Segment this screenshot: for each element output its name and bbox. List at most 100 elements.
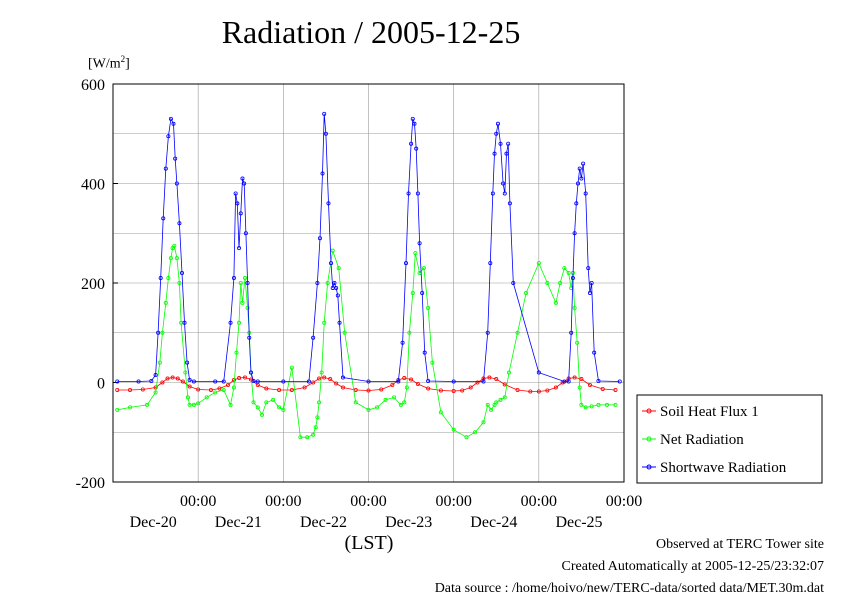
data-point [322, 320, 327, 325]
footer-source: Data source : /home/hoivo/new/TERC-data/… [434, 581, 824, 596]
data-point [322, 375, 327, 380]
data-point [485, 402, 490, 407]
data-point [187, 384, 192, 389]
data-point [485, 330, 490, 335]
data-point [317, 400, 322, 405]
x-tick-date-label: Dec-21 [215, 514, 262, 531]
data-point [115, 379, 120, 384]
data-point [502, 191, 507, 196]
data-point [329, 261, 334, 266]
data-point [240, 300, 245, 305]
data-point [166, 276, 171, 281]
data-point [213, 379, 218, 384]
data-point [237, 246, 242, 251]
y-tick-label: 0 [97, 376, 105, 393]
data-point [255, 379, 260, 384]
data-point [553, 385, 558, 390]
data-point [379, 387, 384, 392]
data-point [570, 276, 575, 281]
data-point [302, 385, 307, 390]
y-axis-unit-label: [W/m2] [88, 54, 130, 72]
data-point [128, 387, 133, 392]
data-point [366, 388, 371, 393]
data-point [403, 261, 408, 266]
x-tick-time-label: 00:00 [180, 493, 216, 510]
data-point [507, 370, 512, 375]
data-point [168, 116, 173, 121]
data-point [600, 386, 605, 391]
data-point [562, 266, 567, 271]
data-point [515, 330, 520, 335]
data-point [149, 379, 154, 384]
data-point [156, 330, 161, 335]
data-point [536, 389, 541, 394]
data-point [243, 375, 248, 380]
data-point [196, 401, 201, 406]
data-point [187, 378, 192, 383]
x-tick-date-label: Dec-20 [130, 514, 177, 531]
series-line [117, 244, 616, 438]
data-point [587, 290, 592, 295]
data-point [165, 376, 170, 381]
data-point [319, 370, 324, 375]
series-line [117, 113, 620, 382]
legend: Soil Heat Flux 1 Net Radiation Shortwave R… [636, 394, 823, 484]
data-point [221, 387, 226, 392]
data-point [204, 395, 209, 400]
data-point [340, 375, 345, 380]
data-point [231, 276, 236, 281]
data-point [507, 201, 512, 206]
data-point [577, 166, 582, 171]
y-tick-label: 400 [81, 177, 105, 194]
data-point [306, 379, 311, 384]
plot-frame [112, 83, 625, 483]
data-point [161, 216, 166, 221]
data-point [410, 116, 415, 121]
data-point [128, 405, 133, 410]
data-point [420, 290, 425, 295]
data-point [566, 379, 571, 384]
data-point [153, 390, 158, 395]
data-point [322, 111, 327, 116]
data-point [415, 381, 420, 386]
data-point [426, 386, 431, 391]
data-point [277, 405, 282, 410]
data-point [323, 131, 328, 136]
x-tick-time-label: 00:00 [350, 493, 386, 510]
data-point [492, 151, 497, 156]
data-point [328, 377, 333, 382]
legend-box [636, 394, 823, 484]
data-point [326, 201, 331, 206]
data-point [613, 387, 618, 392]
data-point [330, 248, 335, 253]
data-point [183, 370, 188, 375]
data-point [281, 407, 286, 412]
x-tick-time-label: 00:00 [265, 493, 301, 510]
legend-marker [646, 436, 652, 442]
data-point [242, 181, 247, 186]
data-point [481, 379, 486, 384]
data-point [596, 379, 601, 384]
data-point [402, 376, 407, 381]
data-point [208, 387, 213, 392]
data-point [460, 388, 465, 393]
data-point [168, 256, 173, 261]
data-point [451, 388, 456, 393]
data-point [315, 415, 320, 420]
data-point [414, 146, 419, 151]
data-point [251, 379, 256, 384]
data-point [237, 320, 242, 325]
data-point [289, 387, 294, 392]
data-point [145, 402, 150, 407]
x-tick-date-label: Dec-25 [555, 514, 602, 531]
data-point [185, 360, 190, 365]
legend-marker [646, 464, 652, 470]
axis-ticks: -200020040060000:00Dec-2000:00Dec-2100:0… [76, 77, 643, 531]
x-tick-time-label: 00:00 [606, 493, 642, 510]
data-point [153, 385, 158, 390]
data-point [583, 191, 588, 196]
y-tick-label: 200 [81, 276, 105, 293]
legend-marker [646, 408, 652, 414]
data-point [196, 387, 201, 392]
